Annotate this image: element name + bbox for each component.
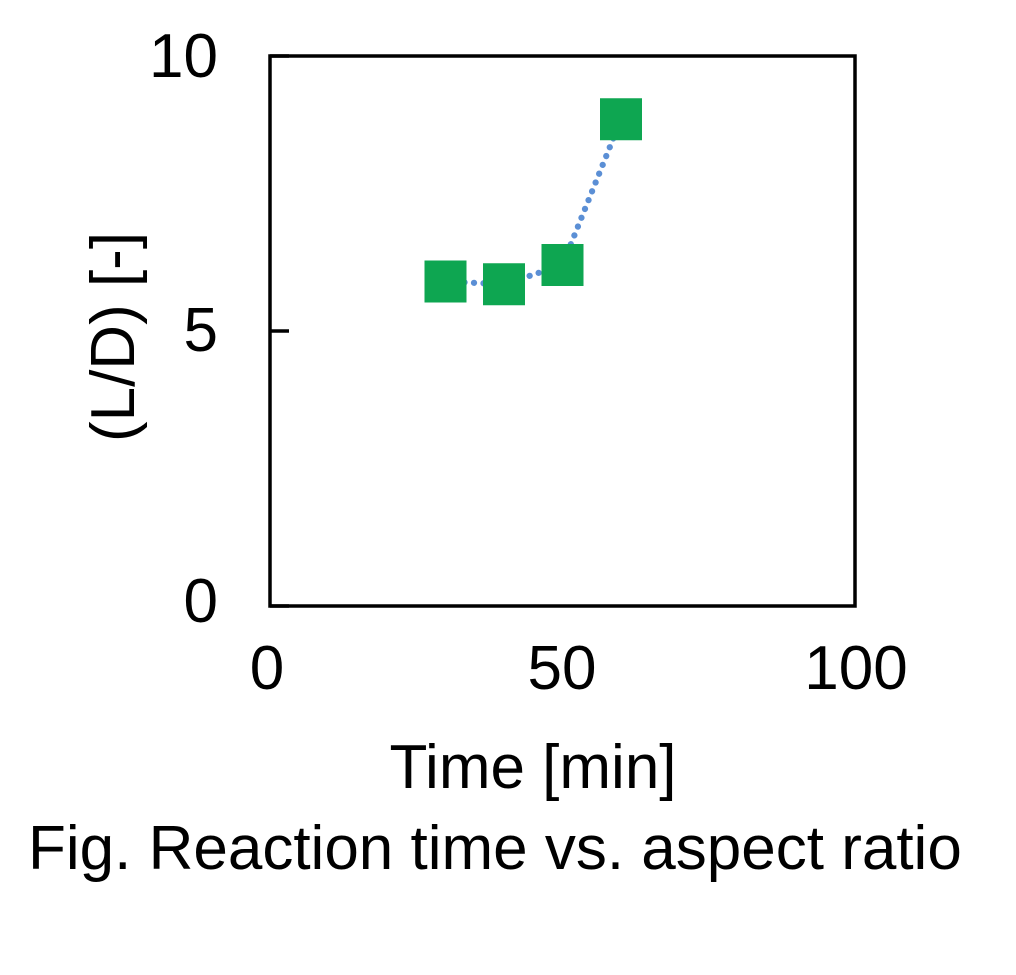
y-tick-label: 0	[183, 567, 218, 636]
data-point-marker	[600, 98, 642, 141]
x-tick-label: 0	[249, 634, 285, 703]
x-tick-label: 50	[527, 634, 597, 703]
x-axis-title: Time [min]	[389, 733, 677, 802]
data-point-marker	[541, 244, 584, 286]
figure-caption: Fig. Reaction time vs. aspect ratio	[28, 814, 962, 883]
data-point-marker	[424, 260, 467, 303]
x-tick-label: 100	[804, 634, 908, 703]
plot-border	[268, 54, 857, 608]
y-tick-label: 5	[183, 296, 218, 365]
data-point-marker	[483, 263, 525, 306]
y-axis-title: (L/D) [-]	[79, 231, 148, 443]
trend-dotted-line	[442, 116, 625, 288]
y-tick-label: 10	[149, 22, 218, 91]
